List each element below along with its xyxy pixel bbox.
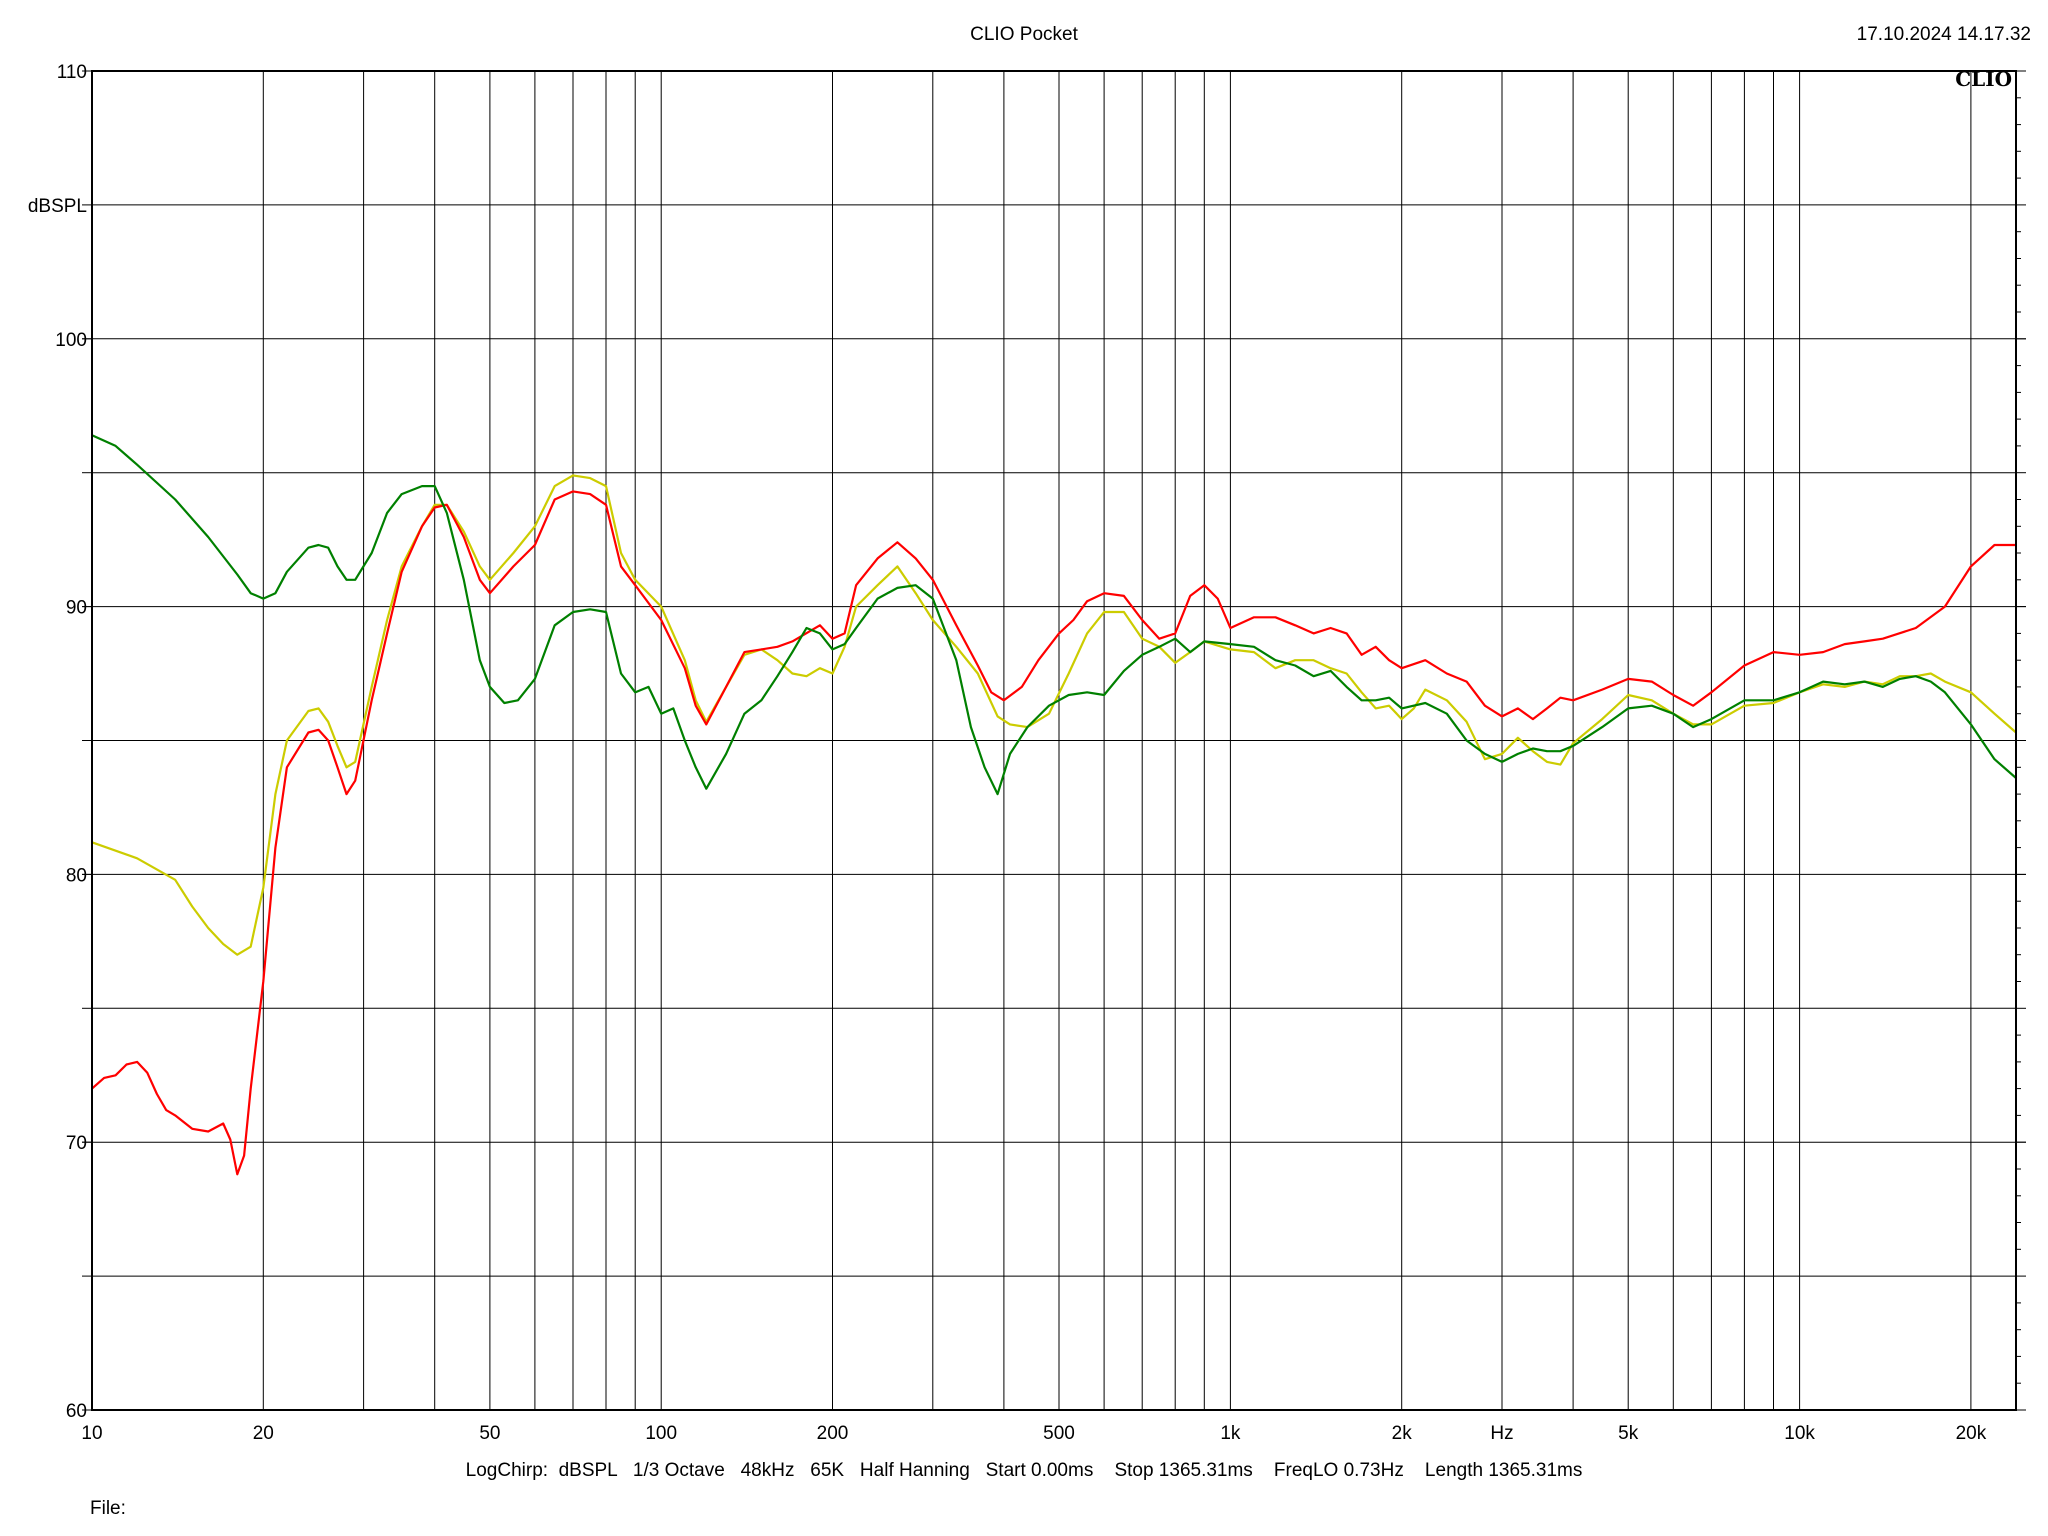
x-tick-label: 2k (1392, 1423, 1413, 1444)
x-tick-label: 100 (645, 1423, 677, 1444)
x-tick-label: 1k (1220, 1423, 1241, 1444)
x-tick-label: 500 (1043, 1423, 1075, 1444)
y-tick-label: 90 (66, 598, 87, 619)
response-curve-1 (91, 474, 2017, 956)
curves (91, 434, 2017, 1176)
y-tick-label: 110 (57, 62, 87, 83)
axis-ticks: 10 20 50 100 200 500 1k 2k 5k 10k 20k 60 70 80 90 100 11… (55, 62, 2026, 1444)
x-tick-label: 10k (1784, 1423, 1815, 1444)
grid-lines (92, 71, 2016, 1410)
response-curve-2 (91, 490, 2016, 1176)
x-tick-label: 20 (253, 1423, 274, 1444)
x-tick-label: 20k (1956, 1423, 1987, 1444)
x-axis-unit-label: Hz (1490, 1423, 1513, 1444)
x-tick-label: 50 (479, 1423, 500, 1444)
clio-logo: CLIO (1955, 67, 2012, 91)
chart-title: CLIO Pocket (970, 24, 1078, 45)
x-tick-label: 200 (817, 1423, 849, 1444)
y-axis-label: dBSPL (28, 196, 87, 217)
y-tick-label: 80 (66, 865, 87, 886)
measurement-settings: LogChirp: dBSPL 1/3 Octave 48kHz 65K Hal… (465, 1460, 1583, 1481)
file-label: File: (90, 1498, 126, 1519)
y-tick-label: 70 (66, 1133, 87, 1154)
x-tick-label: 10 (81, 1423, 102, 1444)
y-tick-label: 60 (66, 1401, 87, 1422)
timestamp: 17.10.2024 14.17.32 (1856, 24, 2031, 45)
y-tick-label: 100 (55, 330, 87, 351)
x-tick-label: 5k (1618, 1423, 1639, 1444)
response-curve-3 (91, 434, 2017, 796)
